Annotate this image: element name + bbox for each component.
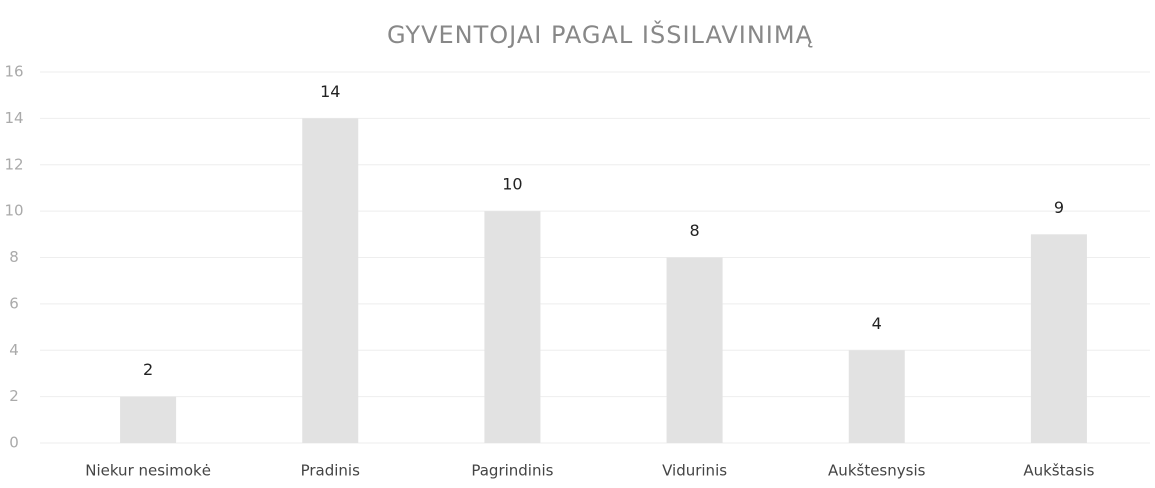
x-tick-label: Niekur nesimokė [85,462,211,480]
y-tick-label: 8 [9,248,19,266]
y-tick-label: 16 [4,63,23,81]
data-label: 8 [689,221,699,240]
data-label: 9 [1054,198,1064,217]
bar [302,118,359,443]
bar [484,211,541,443]
x-tick-label: Aukštasis [1023,462,1094,480]
x-tick-label: Aukštesnysis [828,462,926,480]
y-tick-label: 14 [4,109,23,127]
bar [666,257,723,443]
bar [1030,234,1087,443]
data-label: 10 [502,175,522,194]
data-label: 4 [872,314,882,333]
y-tick-label: 12 [4,155,23,173]
data-label: 14 [320,82,340,101]
x-tick-label: Vidurinis [662,462,727,480]
bar [848,350,905,443]
x-tick-label: Pradinis [301,462,361,480]
bar [120,396,177,443]
data-label: 2 [143,360,153,379]
y-tick-label: 6 [9,294,19,312]
y-tick-label: 4 [9,341,19,359]
x-tick-label: Pagrindinis [471,462,553,480]
y-tick-label: 2 [9,387,19,405]
y-tick-label: 0 [9,434,19,452]
y-tick-label: 10 [4,202,23,220]
chart-title: GYVENTOJAI PAGAL IŠSILAVINIMĄ [387,19,813,49]
